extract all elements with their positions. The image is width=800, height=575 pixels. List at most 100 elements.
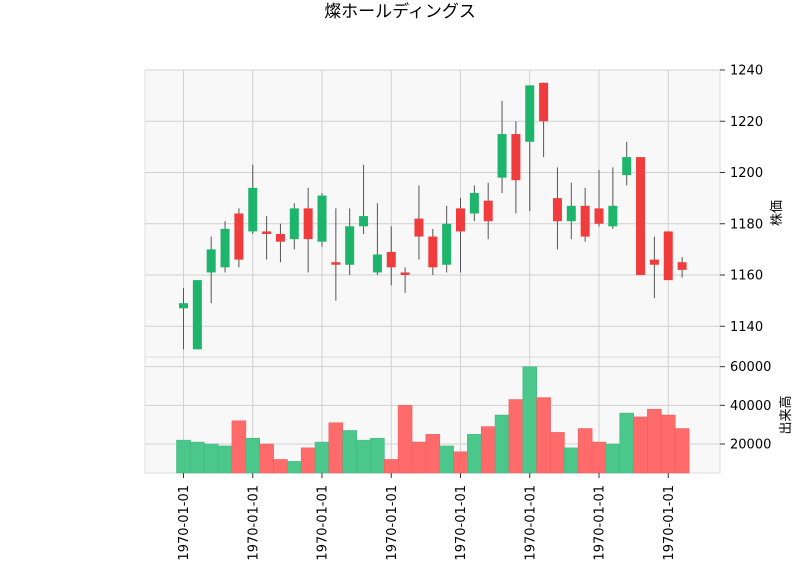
volume-bar <box>605 443 621 474</box>
candle-body <box>677 262 687 270</box>
candle-body <box>663 231 673 281</box>
volume-bar <box>231 420 247 474</box>
volume-bar <box>217 445 233 474</box>
x-axis-ticks: 1970-01-01 1970-01-01 1970-01-01 1970-01-01… <box>177 473 677 561</box>
volume-bar <box>633 416 648 474</box>
volume-bars <box>176 366 690 474</box>
candle-body <box>359 216 369 227</box>
candle-body <box>262 231 272 234</box>
volume-bar <box>314 441 330 474</box>
volume-bar <box>287 461 302 474</box>
candle-body <box>192 280 202 350</box>
candle-body <box>636 157 646 275</box>
volume-bar <box>494 414 510 474</box>
volume-bar <box>453 451 468 474</box>
volume-bar <box>522 366 537 474</box>
volume-bar <box>439 445 454 474</box>
volume-tick-label: 40000 <box>730 399 771 414</box>
price-tick-label: 1200 <box>730 166 763 181</box>
price-tick-label: 1140 <box>730 320 763 335</box>
candle-body <box>248 187 258 232</box>
volume-bar <box>300 447 316 474</box>
volume-bar <box>425 434 441 474</box>
x-tick-label: 1970-01-01 <box>246 485 261 561</box>
volume-bar <box>176 439 191 474</box>
volume-bar <box>245 437 260 474</box>
volume-bar <box>467 434 482 474</box>
candle-body <box>497 134 507 178</box>
candle-body <box>442 223 452 265</box>
candle-body <box>608 205 618 227</box>
price-tick-label: 1180 <box>730 217 763 232</box>
volume-bar <box>550 432 565 474</box>
candle-body <box>580 205 590 237</box>
volume-axis-ticks: 20000 40000 60000 <box>720 360 771 453</box>
candle-body <box>456 208 465 232</box>
candle-body <box>622 157 632 176</box>
volume-bar <box>536 397 551 474</box>
volume-bar <box>508 399 524 474</box>
volume-bar <box>397 405 413 474</box>
chart-title: 燦ホールディングス <box>324 1 476 22</box>
candle-body <box>552 198 562 222</box>
candle-body <box>525 85 535 142</box>
volume-bar <box>661 414 676 474</box>
x-tick-label: 1970-01-01 <box>593 485 608 561</box>
candle-body <box>469 193 479 214</box>
volume-bar <box>647 408 662 474</box>
candle-body <box>303 208 313 240</box>
candle-body <box>275 234 285 242</box>
price-panel <box>144 69 721 358</box>
candle-body <box>372 254 382 273</box>
volume-bar <box>273 459 288 474</box>
candle-body <box>649 259 659 265</box>
volume-bar <box>564 447 579 474</box>
x-tick-label: 1970-01-01 <box>316 485 331 561</box>
price-tick-label: 1220 <box>730 115 763 130</box>
candles <box>179 82 687 350</box>
volume-bar <box>370 437 385 474</box>
volume-axis-label: 出来高 <box>778 395 794 434</box>
candle-body <box>386 251 396 268</box>
volume-tick-label: 60000 <box>730 360 771 375</box>
candle-body <box>331 262 341 265</box>
volume-tick-label: 20000 <box>730 438 771 453</box>
volume-bar <box>190 441 205 474</box>
candle-body <box>289 208 299 240</box>
volume-bar <box>619 412 634 474</box>
candle-body <box>179 303 188 309</box>
candle-body <box>566 205 576 222</box>
candle-body <box>234 213 244 260</box>
volume-bar <box>384 459 399 474</box>
candle-body <box>539 82 549 122</box>
volume-bar <box>411 441 427 474</box>
candle-body <box>483 200 493 222</box>
candle-body <box>206 249 216 273</box>
candle-body <box>428 236 438 268</box>
x-tick-label: 1970-01-01 <box>662 485 677 561</box>
candle-body <box>414 218 424 237</box>
volume-bar <box>259 443 274 474</box>
price-axis-label: 株価 <box>770 200 785 226</box>
volume-bar <box>480 426 496 474</box>
volume-bar <box>577 428 593 474</box>
x-tick-label: 1970-01-01 <box>385 485 400 561</box>
volume-bar <box>203 443 219 474</box>
candle-body <box>594 208 604 224</box>
candle-body <box>345 226 355 265</box>
volume-bar <box>342 430 357 474</box>
volume-bar <box>674 428 690 474</box>
volume-bar <box>591 441 607 474</box>
price-tick-label: 1160 <box>730 269 763 284</box>
price-tick-label: 1240 <box>730 64 763 79</box>
volume-bar <box>356 439 371 474</box>
x-tick-label: 1970-01-01 <box>177 485 192 561</box>
x-tick-label: 1970-01-01 <box>454 485 469 561</box>
candle-body <box>220 228 230 268</box>
x-tick-label: 1970-01-01 <box>523 485 538 561</box>
candle-body <box>511 134 521 181</box>
price-axis-ticks: 1140 1160 1180 1200 1220 1240 <box>720 64 763 335</box>
volume-bar <box>328 422 344 474</box>
candle-body <box>317 195 327 242</box>
